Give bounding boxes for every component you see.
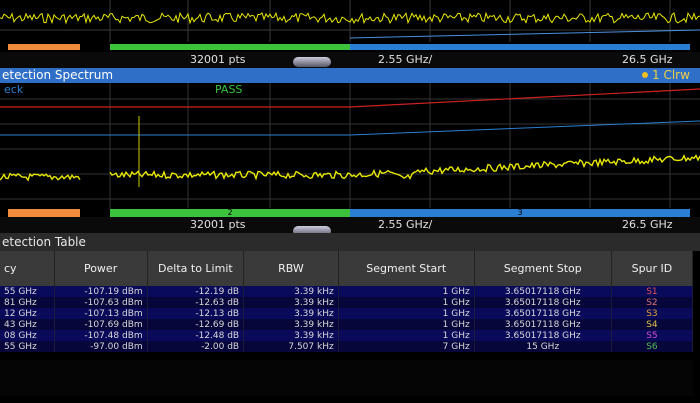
table-body: 55 GHz -107.19 dBm -12.19 dB 3.39 kHz 1 GHz 3…	[0, 286, 694, 352]
overview-trace	[0, 11, 700, 25]
cell-power: -107.48 dBm	[54, 330, 148, 341]
spectrum-points: 32001 pts	[190, 218, 246, 231]
cell-segment-stop: 15 GHz	[474, 341, 612, 352]
cell-spur-id: S3	[611, 308, 694, 319]
cell-spur-id: S4	[611, 319, 694, 330]
table-row[interactable]: 55 GHz -97.00 dBm -2.00 dB 7.507 kHz 7 GHz 15…	[0, 341, 694, 352]
table-row[interactable]: 12 GHz -107.13 dBm -12.13 dB 3.39 kHz 1 GHz 3…	[0, 308, 694, 319]
cell-delta: -12.19 dB	[147, 286, 245, 297]
cell-segment-stop: 3.65017118 GHz	[474, 330, 612, 341]
overview-segment-1	[8, 44, 80, 50]
cell-spur-id: S5	[611, 330, 694, 341]
spectrum-grid	[0, 83, 700, 208]
spectrum-resize-handle[interactable]	[293, 226, 331, 236]
spectrum-span: 2.55 GHz/	[378, 218, 433, 231]
cell-rbw: 7.507 kHz	[243, 341, 339, 352]
spectrum-trace	[0, 153, 700, 182]
cell-segment-stop: 3.65017118 GHz	[474, 297, 612, 308]
cell-segment-start: 1 GHz	[338, 297, 475, 308]
cell-frequency: 43 GHz	[0, 319, 55, 330]
spectrum-segment-3: 3	[350, 209, 690, 217]
spectrum-trace-svg	[0, 83, 700, 208]
col-delta-to-limit[interactable]: Delta to Limit	[147, 251, 245, 286]
spectrum-segment-2: 2	[110, 209, 350, 217]
cell-spur-id: S1	[611, 286, 694, 297]
trace-mode-label: 1 Clrw	[652, 68, 690, 82]
overview-axis: 32001 pts 2.55 GHz/ 26.5 GHz	[0, 52, 700, 68]
cell-frequency: 55 GHz	[0, 341, 55, 352]
table-row[interactable]: 55 GHz -107.19 dBm -12.19 dB 3.39 kHz 1 GHz 3…	[0, 286, 694, 297]
overview-plot[interactable]	[0, 0, 700, 42]
cell-delta: -12.13 dB	[147, 308, 245, 319]
table-row[interactable]: 43 GHz -107.69 dBm -12.69 dB 3.39 kHz 1 GHz 3…	[0, 319, 694, 330]
segment-2-label: 2	[227, 208, 233, 217]
overview-points: 32001 pts	[190, 53, 246, 66]
col-power[interactable]: Power	[54, 251, 148, 286]
cell-delta: -12.63 dB	[147, 297, 245, 308]
col-segment-stop[interactable]: Segment Stop	[474, 251, 612, 286]
cell-segment-start: 1 GHz	[338, 330, 475, 341]
segment-3-label: 3	[517, 208, 523, 217]
col-segment-start[interactable]: Segment Start	[338, 251, 475, 286]
cell-rbw: 3.39 kHz	[243, 286, 339, 297]
cell-delta: -12.69 dB	[147, 319, 245, 330]
spectrum-plot[interactable]: eck PASS	[0, 83, 700, 208]
cell-segment-start: 1 GHz	[338, 308, 475, 319]
cell-power: -107.13 dBm	[54, 308, 148, 319]
col-rbw[interactable]: RBW	[243, 251, 339, 286]
spectrum-stop: 26.5 GHz	[622, 218, 673, 231]
cell-rbw: 3.39 kHz	[243, 297, 339, 308]
cell-frequency: 08 GHz	[0, 330, 55, 341]
cell-rbw: 3.39 kHz	[243, 330, 339, 341]
cell-segment-stop: 3.65017118 GHz	[474, 308, 612, 319]
table-row[interactable]: 08 GHz -107.48 dBm -12.48 dB 3.39 kHz 1 GHz 3…	[0, 330, 694, 341]
threshold-line-right	[349, 120, 700, 136]
col-spur-id[interactable]: Spur ID	[611, 251, 694, 286]
pass-status: PASS	[215, 83, 243, 96]
table-header-row: cy Power Delta to Limit RBW Segment Star…	[0, 251, 694, 286]
cell-segment-stop: 3.65017118 GHz	[474, 319, 612, 330]
cell-power: -107.69 dBm	[54, 319, 148, 330]
cell-frequency: 12 GHz	[0, 308, 55, 319]
cell-rbw: 3.39 kHz	[243, 308, 339, 319]
table-title-bar: etection Table	[0, 233, 700, 251]
overview-resize-handle[interactable]	[293, 57, 331, 67]
spectrum-segment-1	[8, 209, 80, 217]
cell-frequency: 55 GHz	[0, 286, 55, 297]
cell-spur-id: S6	[611, 341, 694, 352]
col-frequency[interactable]: cy	[0, 251, 55, 286]
cell-segment-start: 1 GHz	[338, 286, 475, 297]
spur-detection-table: cy Power Delta to Limit RBW Segment Star…	[0, 251, 694, 352]
overview-segment-3	[350, 44, 690, 50]
overview-segment-2	[110, 44, 350, 50]
cell-frequency: 81 GHz	[0, 297, 55, 308]
overview-limit-line	[349, 29, 700, 39]
overview-trace-svg	[0, 0, 700, 42]
overview-span: 2.55 GHz/	[378, 53, 433, 66]
marker-dot-icon	[642, 72, 648, 78]
cell-power: -107.19 dBm	[54, 286, 148, 297]
spectrum-axis: 32001 pts 2.55 GHz/ 26.5 GHz	[0, 217, 700, 233]
cell-segment-start: 7 GHz	[338, 341, 475, 352]
cell-power: -107.63 dBm	[54, 297, 148, 308]
cell-spur-id: S2	[611, 297, 694, 308]
table-title: etection Table	[2, 235, 86, 249]
overview-grid	[0, 0, 700, 42]
cell-power: -97.00 dBm	[54, 341, 148, 352]
cell-segment-stop: 3.65017118 GHz	[474, 286, 612, 297]
table-empty-area	[0, 360, 693, 396]
check-label: eck	[4, 83, 24, 96]
cell-rbw: 3.39 kHz	[243, 319, 339, 330]
cell-delta: -2.00 dB	[147, 341, 245, 352]
overview-stop: 26.5 GHz	[622, 53, 673, 66]
spectrum-title-bar: etection Spectrum 1 Clrw	[0, 68, 700, 83]
cell-delta: -12.48 dB	[147, 330, 245, 341]
table-row[interactable]: 81 GHz -107.63 dBm -12.63 dB 3.39 kHz 1 GHz 3…	[0, 297, 694, 308]
limit-line-right	[349, 88, 700, 108]
spectrum-title: etection Spectrum	[2, 68, 114, 82]
cell-segment-start: 1 GHz	[338, 319, 475, 330]
